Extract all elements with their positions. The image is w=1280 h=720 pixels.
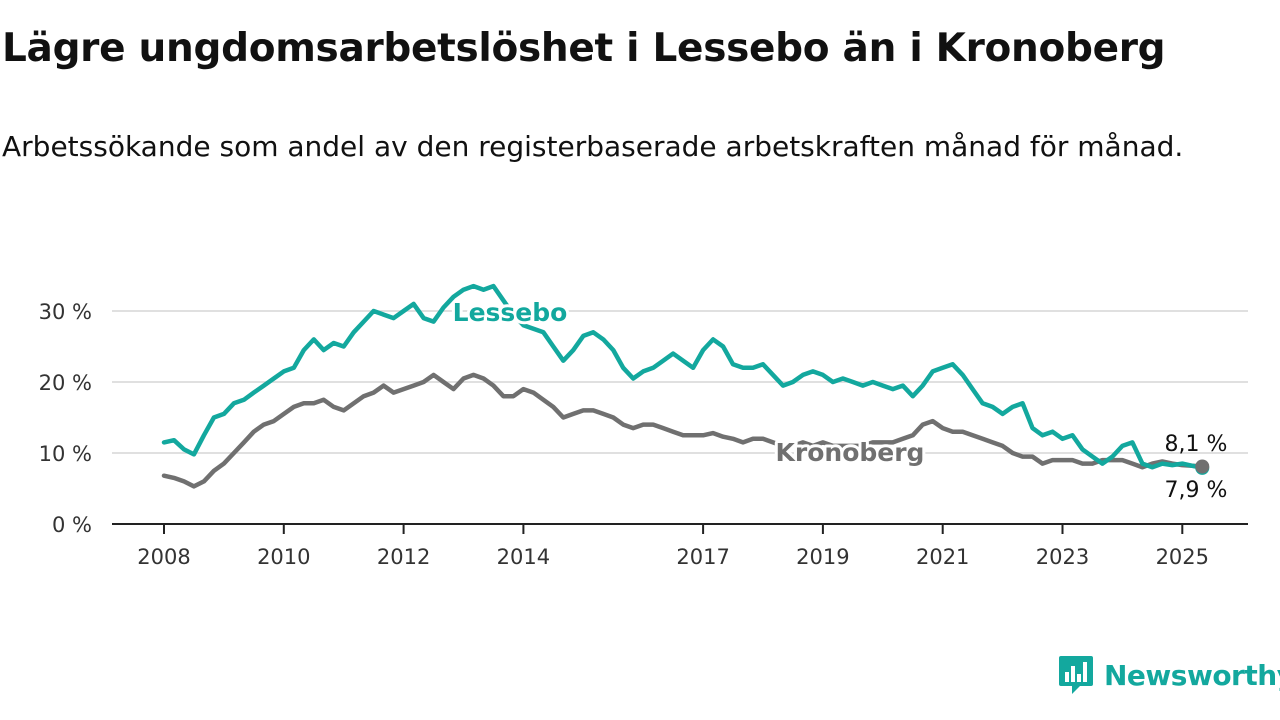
- x-tick-label: 2010: [257, 545, 310, 569]
- brand-name: Newsworthy: [1104, 658, 1280, 692]
- y-tick-label: 0 %: [52, 513, 92, 537]
- end-label-kronoberg: 8,1 %: [1165, 432, 1228, 457]
- end-dot-kronoberg: [1195, 459, 1210, 474]
- newsworthy-logo-icon: [1059, 656, 1093, 694]
- end-label-lessebo: 7,9 %: [1165, 478, 1228, 503]
- x-tick-label: 2012: [377, 545, 430, 569]
- x-tick-label: 2025: [1156, 545, 1209, 569]
- x-tick-label: 2017: [676, 545, 729, 569]
- y-tick-label: 20 %: [39, 371, 92, 395]
- chart-subtitle: Arbetssökande som andel av den registerb…: [2, 130, 1184, 163]
- series-label-kronoberg: Kronoberg: [776, 438, 925, 467]
- x-tick-label: 2023: [1036, 545, 1089, 569]
- chart-title: Lägre ungdomsarbetslöshet i Lessebo än i…: [2, 26, 1166, 71]
- series-line-kronoberg: [161, 372, 1205, 489]
- series-label-lessebo: Lessebo: [453, 298, 568, 327]
- y-tick-label: 30 %: [39, 300, 92, 324]
- x-tick-label: 2021: [916, 545, 969, 569]
- series-line-lessebo: [161, 283, 1205, 471]
- x-tick-label: 2019: [796, 545, 849, 569]
- x-tick-label: 2014: [497, 545, 550, 569]
- newsworthy-logo: Newsworthy: [1058, 654, 1280, 696]
- y-tick-label: 10 %: [39, 442, 92, 466]
- x-tick-label: 2008: [137, 545, 190, 569]
